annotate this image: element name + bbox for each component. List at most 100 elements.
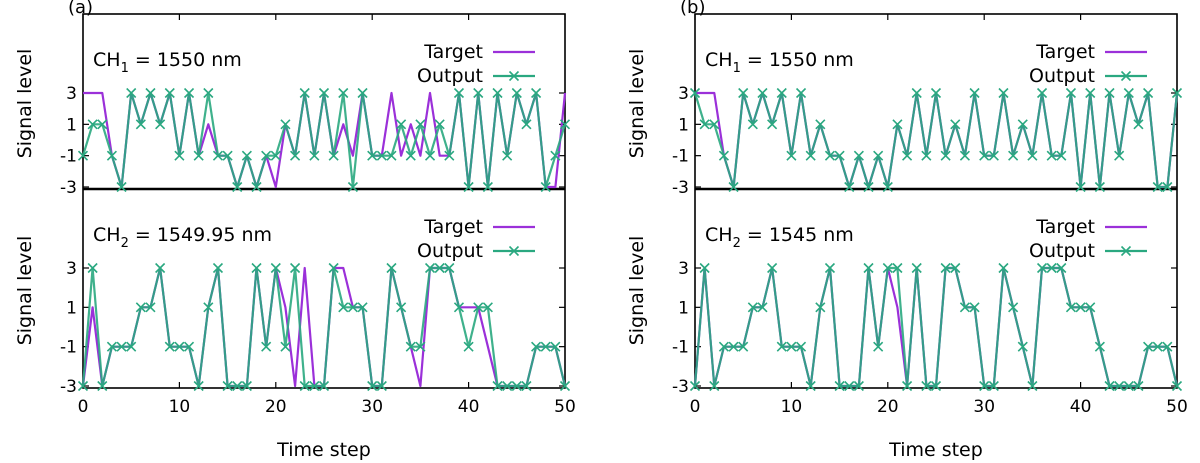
- output-point: [882, 181, 893, 193]
- x-tick-label: 20: [877, 397, 899, 417]
- output-point: [212, 150, 224, 161]
- output-point: [863, 262, 874, 274]
- output-point: [347, 302, 358, 313]
- annotation-subscript: 2: [733, 236, 741, 251]
- output-point: [863, 181, 874, 193]
- output-point: [453, 302, 465, 313]
- output-point: [251, 181, 262, 193]
- channel-annotation: CH1 = 1550 nm: [93, 49, 242, 76]
- legend-label-target: Target: [1035, 41, 1095, 63]
- output-point: [988, 150, 999, 161]
- output-point: [1123, 380, 1134, 392]
- output-point: [386, 262, 397, 274]
- output-point: [155, 262, 166, 274]
- output-point: [1171, 87, 1183, 99]
- output-point: [747, 119, 758, 130]
- output-point: [834, 380, 845, 392]
- y-axis-label: Signal level: [14, 236, 36, 346]
- x-tick-label: 10: [169, 397, 191, 417]
- output-point: [135, 119, 146, 130]
- output-point: [232, 181, 243, 193]
- output-point: [940, 262, 951, 274]
- channel-annotation: CH2 = 1549.95 nm: [93, 224, 272, 251]
- output-point: [338, 87, 349, 99]
- output-point: [979, 150, 990, 161]
- output-point: [376, 150, 387, 161]
- y-tick-label: -1: [60, 338, 77, 358]
- output-point: [318, 380, 330, 392]
- y-axis-label: Signal level: [626, 236, 648, 346]
- output-point: [434, 262, 445, 274]
- legend-label-target: Target: [423, 41, 483, 63]
- output-point: [921, 380, 932, 392]
- output-point: [145, 87, 156, 99]
- output-point: [463, 341, 474, 352]
- output-point: [1152, 341, 1163, 352]
- output-point: [1017, 341, 1028, 352]
- output-point: [376, 380, 387, 392]
- output-point: [1094, 341, 1105, 352]
- output-point: [1133, 119, 1144, 130]
- output-point: [261, 150, 272, 161]
- output-point: [232, 380, 243, 392]
- output-point: [106, 341, 117, 352]
- y-tick-label: -3: [672, 377, 689, 397]
- output-point: [155, 119, 166, 130]
- panel-b: (b) 0 10 20 30 40 50 Time step -3 -1 1 3 Signal leve…: [626, 0, 1188, 461]
- output-point: [834, 150, 845, 161]
- y-tick-label: -3: [60, 377, 77, 397]
- output-point: [145, 302, 156, 313]
- output-point: [174, 341, 185, 352]
- output-point: [261, 341, 272, 352]
- output-point: [77, 380, 89, 392]
- output-point: [174, 150, 185, 161]
- output-point: [795, 341, 807, 352]
- output-point: [728, 341, 739, 352]
- output-point: [930, 87, 942, 99]
- output-point: [270, 262, 281, 274]
- output-point: [87, 119, 98, 130]
- legend-label-output: Output: [1029, 240, 1095, 262]
- output-point: [116, 341, 127, 352]
- output-point: [357, 87, 368, 99]
- output-point: [299, 380, 310, 392]
- y-tick-label: 1: [678, 298, 689, 318]
- output-point: [367, 150, 378, 161]
- output-point: [77, 150, 89, 161]
- x-tick-label: 0: [78, 397, 89, 417]
- series-line-output: [693, 266, 1179, 388]
- output-point: [1056, 262, 1067, 274]
- legend-label-target: Target: [423, 216, 483, 238]
- output-point: [1162, 181, 1173, 193]
- output-point: [97, 380, 108, 392]
- output-point: [424, 150, 436, 161]
- output-point: [183, 341, 195, 352]
- output-point: [251, 262, 262, 274]
- annotation-rest: = 1550 nm: [741, 49, 854, 71]
- output-point: [1104, 87, 1115, 99]
- output-point: [222, 380, 233, 392]
- output-point: [1027, 380, 1038, 392]
- output-point: [559, 119, 571, 130]
- output-point: [1123, 87, 1134, 99]
- output-point: [415, 341, 426, 352]
- output-point: [531, 87, 542, 99]
- annotation-base: CH: [705, 49, 733, 71]
- annotation-subscript: 1: [733, 61, 741, 76]
- y-tick-label: 1: [678, 115, 689, 135]
- output-point: [116, 181, 127, 193]
- panel-label: (b): [680, 0, 705, 18]
- output-point: [299, 87, 310, 99]
- output-point: [844, 380, 855, 392]
- output-point: [521, 119, 532, 130]
- legend-label-output: Output: [417, 240, 483, 262]
- output-point: [921, 150, 932, 161]
- output-point: [950, 119, 961, 130]
- output-point: [290, 262, 301, 274]
- output-point: [531, 341, 542, 352]
- y-tick-label: 1: [66, 115, 77, 135]
- annotation-rest: = 1550 nm: [129, 49, 242, 71]
